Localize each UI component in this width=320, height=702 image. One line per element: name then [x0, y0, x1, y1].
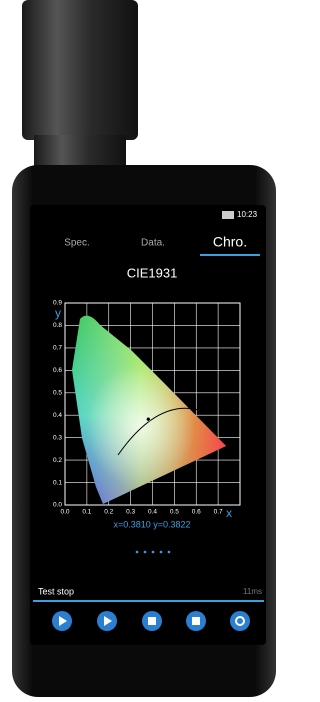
y-tick-label: 0.8 [53, 322, 62, 329]
tab[interactable]: Spec. [64, 238, 90, 249]
elapsed-time: 11ms [243, 587, 262, 596]
x-tick-label: 0.5 [170, 509, 179, 516]
x-axis-label: x [226, 506, 232, 520]
x-tick-label: 0.1 [82, 509, 91, 516]
x-tick-label: 0.2 [104, 509, 113, 516]
x-tick-label: 0.6 [192, 509, 201, 516]
y-axis-label: y [55, 306, 61, 320]
tab-active[interactable]: Chro. [213, 234, 247, 250]
y-tick-label: 0.5 [53, 389, 62, 396]
readout: x=0.3810 y=0.3822 [113, 519, 190, 529]
x-tick-label: 0.7 [214, 509, 223, 516]
y-tick-label: 0.0 [53, 502, 62, 509]
x-tick-label: 0.3 [126, 509, 135, 516]
x-tick-label: 0.4 [148, 509, 157, 516]
battery-icon [222, 211, 234, 219]
device-photo: 10:23 Spec. Data. Chro. CIE1931 0.0 0.1 0.… [0, 0, 283, 697]
status-text: Test stop [38, 586, 74, 596]
clock: 10:23 [237, 210, 258, 219]
y-tick-label: 0.3 [53, 434, 62, 441]
y-tick-label: 0.2 [53, 457, 62, 464]
x-tick-label: 0.0 [60, 509, 69, 516]
lens-neck [34, 135, 126, 170]
lens [22, 0, 138, 140]
y-tick-label: 0.6 [53, 367, 62, 374]
y-tick-label: 0.1 [53, 479, 62, 486]
marks-layer [146, 417, 150, 421]
measured-point [146, 417, 150, 421]
chart-title: CIE1931 [127, 265, 178, 280]
y-tick-label: 0.4 [53, 412, 62, 419]
y-tick-label: 0.7 [53, 345, 62, 352]
settings-button[interactable] [230, 611, 250, 631]
tab[interactable]: Data. [141, 238, 165, 249]
